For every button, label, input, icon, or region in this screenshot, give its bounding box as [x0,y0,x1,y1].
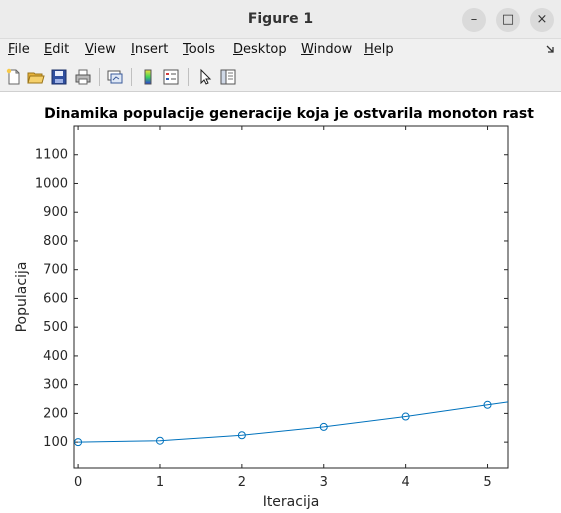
close-button[interactable]: × [530,8,554,32]
x-tick-label: 3 [320,475,328,490]
data-point-marker [483,400,492,409]
new-figure-icon[interactable] [5,68,23,86]
y-tick-label: 700 [43,263,68,278]
y-tick-label: 800 [43,234,68,249]
data-point-marker [74,438,83,447]
data-point-marker [319,422,328,431]
x-tick-label: 5 [483,475,491,490]
data-point-marker [237,431,246,440]
pointer-icon[interactable] [196,68,214,86]
y-axis: 100 200 300 400 500 600 700 800 900 1000 1100 [35,148,508,450]
plot-area[interactable]: Dinamika populacije generacije koja je o… [0,92,561,513]
y-tick-label: 900 [43,205,68,220]
y-tick-label: 1000 [35,176,68,191]
axes-box [73,125,509,469]
colorbar-icon[interactable] [139,68,157,86]
menu-bar: File Edit View Insert Tools Desktop Wind… [0,39,561,61]
menu-desktop[interactable]: Desktop [233,42,287,57]
toolbar [0,62,561,92]
x-tick-label: 4 [402,475,410,490]
toolbar-separator [131,68,132,86]
minimize-button[interactable]: – [462,8,486,32]
y-tick-label: 400 [43,349,68,364]
toolbar-separator [99,68,100,86]
y-tick-label: 200 [43,406,68,421]
menu-help[interactable]: Help [364,42,394,57]
x-tick-label: 0 [74,475,82,490]
x-tick-label: 2 [238,475,246,490]
y-tick-label: 1100 [35,148,68,163]
data-point-marker [155,436,164,445]
save-icon[interactable] [50,68,68,86]
title-bar[interactable]: Figure 1 – □ × [0,0,561,39]
maximize-button[interactable]: □ [496,8,520,32]
y-tick-label: 100 [43,435,68,450]
chart-title: Dinamika populacije generacije koja je o… [44,106,534,122]
data-series [74,400,509,447]
menu-insert[interactable]: Insert [131,42,169,57]
x-axis: 0 1 2 3 4 5 [74,126,492,490]
x-tick-label: 1 [156,475,164,490]
link-plot-icon[interactable] [106,68,124,86]
menu-window[interactable]: Window [301,42,353,57]
toolbar-separator [188,68,189,86]
series-line [78,401,509,443]
y-tick-label: 600 [43,291,68,306]
menu-tools[interactable]: Tools [183,42,216,57]
dock-arrow-icon[interactable] [545,44,555,54]
x-axis-label: Iteracija [263,494,320,510]
y-tick-label: 300 [43,378,68,393]
property-editor-icon[interactable] [219,68,237,86]
menu-edit[interactable]: Edit [44,42,70,57]
y-tick-label: 500 [43,320,68,335]
figure-canvas: Dinamika populacije generacije koja je o… [0,92,561,513]
data-point-marker [401,412,410,421]
open-file-icon[interactable] [27,68,45,86]
window-title: Figure 1 [247,11,314,27]
menu-view[interactable]: View [85,42,116,57]
menu-file[interactable]: File [8,42,30,57]
print-icon[interactable] [74,68,92,86]
legend-icon[interactable] [162,68,180,86]
y-axis-label: Populacija [14,262,30,333]
